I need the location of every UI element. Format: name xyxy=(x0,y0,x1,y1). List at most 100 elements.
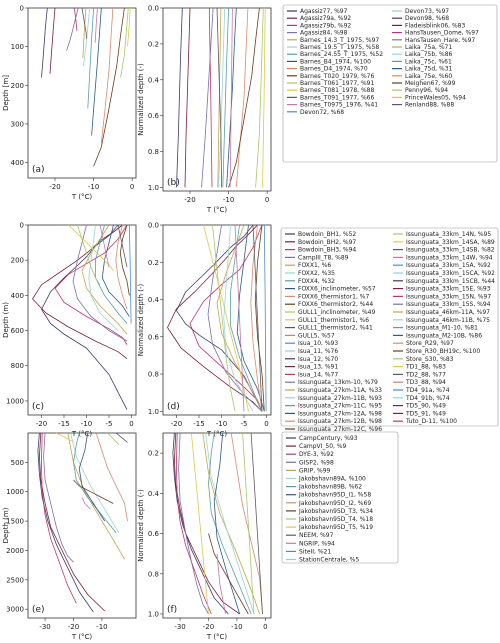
panel-a-series-line xyxy=(41,7,48,78)
legend-group2-entry: FOXX6_inclinometer, %57 xyxy=(298,286,376,293)
panel-b-series-line xyxy=(208,7,213,188)
panel-e-ylabel: Depth (m) xyxy=(2,507,10,543)
legend-group2-entry: TD5_90, %49 xyxy=(405,403,446,410)
legend-group1-entry: Barnes_19.5_T_1975, %58 xyxy=(300,44,379,51)
panel-b-series-line xyxy=(184,7,191,188)
legend-group1-entry: Laika_75d, %31 xyxy=(405,66,453,73)
legend-group2-entry: Issunguata_33km_14SB, %82 xyxy=(406,247,495,254)
legend-group2-entry: Issunguata_27km-11A, %33 xyxy=(298,387,382,394)
panel-e-ytick-label: 2500 xyxy=(6,576,24,584)
legend-group2-entry: Issunguata_33km_15A, %92 xyxy=(406,262,491,269)
legend-group1-entry: Fladeisblink06, %83 xyxy=(405,22,465,29)
legend-group2-entry: Issunguata_33km_14SA, %89 xyxy=(406,239,495,246)
panel-f-series-line xyxy=(172,432,229,615)
panel-f-ytick-label: 0.8 xyxy=(148,570,159,578)
panel-e-series-line xyxy=(73,479,114,504)
panel-b-series-line xyxy=(255,7,264,188)
panel-f-frame xyxy=(162,432,272,619)
panel-c-xtick-label: -5 xyxy=(106,420,113,428)
panel-e-ytick-label: 1500 xyxy=(6,518,24,526)
panel-a-ytick-label: 200 xyxy=(11,82,24,90)
legend-group2-entry: Issunguata_27km-11B, %93 xyxy=(298,395,382,402)
legend-group3-entry: Jakobshavn95D_T5, %19 xyxy=(298,524,373,531)
legend-group3-entry: SiteII, %21 xyxy=(299,548,331,555)
panel-e-xtick-label: -20 xyxy=(68,623,79,631)
legend-group1-frame xyxy=(282,4,498,163)
legend-group1-entry: Devon72, %68 xyxy=(300,109,344,116)
legend-group2-entry: Bowdoin_BH1, %52 xyxy=(298,231,356,238)
panel-c-ylabel: Depth (m) xyxy=(2,302,10,338)
legend-group2-entry: Issunguata_33km_14N, %95 xyxy=(406,231,491,238)
legend-group1-entry: Barnes_D4_1974, %70 xyxy=(300,66,368,73)
panel-d-xtick-label: -5 xyxy=(241,420,248,428)
panel-c-ytick-label: 200 xyxy=(11,257,24,265)
panel-f-series-line xyxy=(175,432,212,615)
legend-group3-entry: Jakobshavn95D_I1, %58 xyxy=(298,492,371,499)
panel-d-xtick-label: -15 xyxy=(193,420,204,428)
panel-a-xtick-label: -20 xyxy=(49,183,60,191)
panel-c-ytick-label: 0 xyxy=(20,222,24,230)
panel-c-series-line xyxy=(119,224,130,296)
legend-group2-entry: TD4_91a, %74 xyxy=(405,387,450,394)
legend-group3-frame xyxy=(281,431,399,564)
panel-a-series-line xyxy=(49,7,56,74)
panel-e-series-line xyxy=(107,432,120,445)
panel-e-label: (e) xyxy=(32,605,45,615)
panel-c-series-line xyxy=(117,224,128,268)
panel-a-frame xyxy=(27,7,137,179)
legend-group1-entry: Agassiz84, %98 xyxy=(300,30,348,37)
panel-b-ytick-label: 0.6 xyxy=(148,112,160,120)
legend-group1-entry: Renland88, %88 xyxy=(405,102,454,109)
legend-group1-entry: Barnes_24.55_T_1975, %52 xyxy=(300,51,383,58)
panel-e-series-line xyxy=(67,432,125,560)
panel-d-ytick-label: 0.2 xyxy=(148,259,159,267)
panel-b-xtick-label: -10 xyxy=(223,196,234,204)
panel-a-series-line xyxy=(87,7,94,109)
panel-f-xtick-label: -10 xyxy=(231,623,242,631)
panel-e-ytick-label: 2000 xyxy=(6,547,24,555)
panel-b-series-line xyxy=(201,7,214,188)
panel-f-series-line xyxy=(205,432,255,615)
legend-group3-entry: GISP2, %98 xyxy=(299,459,334,466)
panel-b-series-line xyxy=(229,7,233,188)
panel-f-xlabel: T (°C) xyxy=(206,633,228,641)
legend-group2-entry: TD1_88, %83 xyxy=(405,364,446,371)
legend-group3-entry: Jakobshavn89A, %100 xyxy=(298,476,366,483)
legend-group3-entry: CampVI_50, %9 xyxy=(299,443,347,450)
legend-group2-entry: FOXX6_thermistor2, %44 xyxy=(298,301,373,308)
legend-group2-entry: Bowdoin_BH2, %97 xyxy=(298,239,356,246)
panel-e-xlabel: T (°C) xyxy=(71,633,93,641)
panel-d-series-line xyxy=(234,224,245,412)
panel-f-series-line xyxy=(242,432,255,615)
panel-f-ytick-label: 0.2 xyxy=(148,450,159,458)
panel-d-ylabel: Normalized depth (-) xyxy=(137,283,145,356)
panel-a-series-line xyxy=(127,7,131,47)
panel-d-series-line xyxy=(212,224,236,412)
legend-group3-entry: CampCentury, %93 xyxy=(299,435,358,442)
panel-c-series-line xyxy=(77,224,101,286)
panel-f-label: (f) xyxy=(167,605,177,615)
legend-group2-entry: Issunguata_M2-10B, %86 xyxy=(406,332,482,339)
legend-group1-entry: Barnes_14.3_T_1975, %97 xyxy=(300,37,379,44)
panel-d-ytick-label: 0.8 xyxy=(148,371,159,379)
panel-a-series-line xyxy=(94,7,98,43)
panel-c-series-line xyxy=(99,224,110,268)
panel-a-series-line xyxy=(66,7,79,51)
panel-f-xtick-label: -20 xyxy=(203,623,214,631)
panel-a-ytick-label: 300 xyxy=(11,120,24,128)
panel-b-series-line xyxy=(228,7,260,188)
panel-a-series-line xyxy=(81,7,87,39)
legend-group1-entry: HansTausen_Dome, %97 xyxy=(405,30,479,37)
panel-d-series-line xyxy=(252,224,263,412)
legend-group2-entry: Issunguata_46km-11A, %97 xyxy=(406,309,490,316)
panel-e-xtick-label: -10 xyxy=(96,623,107,631)
panel-b-series-line xyxy=(235,7,249,188)
legend-group2-entry: FOXX2, %35 xyxy=(298,270,335,277)
panel-a-xlabel: T (°C) xyxy=(71,193,93,201)
panel-c-xtick-label: -10 xyxy=(81,420,92,428)
panel-d-series-line xyxy=(263,224,267,412)
legend-group1-entry: Barnes_T081_1978, %88 xyxy=(300,87,374,94)
legend-group2-entry: Issunguata_27km-12A, %98 xyxy=(298,410,382,417)
panel-a-xtick-label: 0 xyxy=(130,183,134,191)
panel-f-ytick-label: 1.0 xyxy=(148,610,159,618)
